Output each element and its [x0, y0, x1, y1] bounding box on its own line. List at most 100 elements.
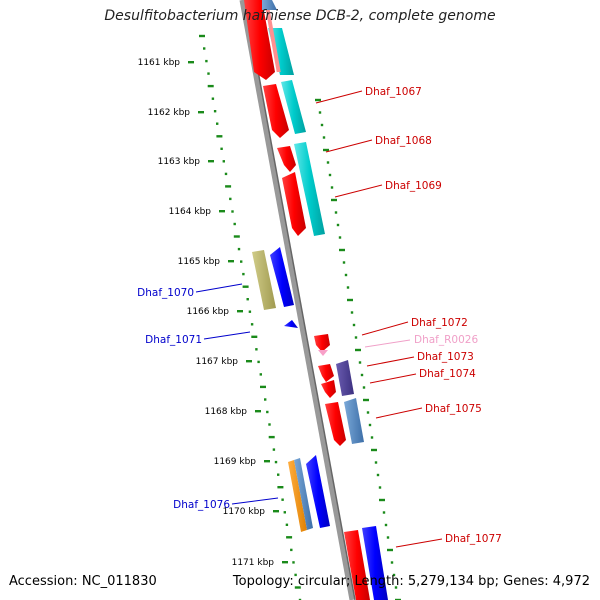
scale-dot — [251, 335, 258, 338]
scale-dot — [229, 197, 232, 201]
scale-dot — [213, 110, 217, 113]
scale-dot — [242, 272, 245, 276]
gene-label[interactable]: Dhaf_1077 — [445, 533, 502, 545]
scale-dot — [233, 235, 240, 238]
gene-feature[interactable] — [344, 398, 364, 444]
scale-dot — [339, 248, 345, 252]
scale-dot — [274, 460, 278, 464]
scale-dot — [390, 561, 394, 564]
scale-dot — [240, 260, 243, 263]
gene-label[interactable]: Dhaf_1067 — [365, 86, 422, 98]
gene-feature[interactable] — [362, 526, 388, 600]
gene-feature[interactable] — [325, 402, 346, 446]
scale-tick-label: 1163 kbp — [158, 157, 201, 167]
scale-dot — [387, 548, 393, 552]
scale-dot — [211, 97, 215, 100]
gene-feature[interactable] — [277, 146, 296, 172]
scale-dot — [355, 348, 361, 352]
gene-label[interactable]: Dhaf_1068 — [375, 135, 432, 147]
gene-feature[interactable] — [265, 10, 281, 72]
scale-dot — [323, 148, 329, 152]
gene-leader-line — [231, 497, 279, 505]
scale-dot — [338, 236, 342, 239]
scale-dot — [199, 34, 205, 38]
gene-feature[interactable] — [282, 172, 306, 236]
scale-dot — [260, 385, 266, 389]
scale-dot — [360, 373, 364, 377]
gene-leader-line — [375, 407, 423, 419]
gene-feature[interactable] — [244, 0, 275, 80]
scale-dot — [384, 523, 388, 527]
scale-tick-mark — [264, 460, 270, 463]
scale-dot — [371, 448, 377, 452]
gene-feature[interactable] — [294, 142, 325, 236]
scale-tick-label: 1165 kbp — [178, 257, 221, 267]
scale-dot — [379, 498, 385, 502]
gene-leader-line — [203, 331, 251, 340]
gene-feature[interactable] — [294, 458, 313, 530]
scale-dot — [326, 161, 330, 164]
scale-dot — [292, 561, 295, 564]
gene-label[interactable]: Dhaf_R0026 — [414, 334, 478, 346]
scale-dot — [203, 47, 206, 50]
scale-dot — [382, 511, 386, 514]
scale-dot — [350, 311, 354, 314]
scale-dot — [231, 210, 234, 213]
scale-tick-mark — [198, 111, 204, 114]
gene-label[interactable]: Dhaf_1073 — [417, 351, 474, 363]
gene-feature[interactable] — [318, 350, 328, 356]
scale-dot — [362, 386, 366, 389]
scale-dot — [363, 398, 369, 402]
scale-dot — [315, 98, 321, 102]
gene-leader-line — [325, 139, 373, 153]
gene-feature[interactable] — [318, 364, 334, 382]
scale-dot — [277, 473, 280, 476]
gene-label[interactable]: Dhaf_1070 — [137, 287, 194, 299]
gene-feature[interactable] — [284, 320, 298, 328]
scale-dot — [272, 448, 276, 451]
scale-dot — [354, 336, 358, 339]
gene-leader-line — [369, 373, 417, 384]
scale-tick-mark — [255, 410, 261, 413]
scale-dot — [250, 323, 254, 326]
gene-label[interactable]: Dhaf_1071 — [145, 334, 202, 346]
scale-dot — [264, 398, 267, 401]
scale-dot — [277, 486, 284, 489]
scale-dot — [237, 247, 241, 251]
gene-feature[interactable] — [344, 530, 370, 600]
gene-feature[interactable] — [252, 250, 276, 310]
scale-dot — [216, 122, 219, 125]
gene-leader-line — [315, 90, 363, 104]
gene-feature[interactable] — [281, 80, 306, 134]
gene-label[interactable]: Dhaf_1074 — [419, 368, 476, 380]
scale-tick-label: 1168 kbp — [205, 407, 248, 417]
gene-feature[interactable] — [288, 460, 307, 532]
gene-feature[interactable] — [306, 455, 330, 528]
scale-dot — [376, 473, 380, 477]
scale-tick-label: 1169 kbp — [214, 457, 257, 467]
scale-dot — [347, 298, 353, 302]
genome-summary: Topology: circular; Length: 5,279,134 bp… — [232, 574, 590, 589]
scale-dot — [358, 361, 362, 364]
gene-label[interactable]: Dhaf_1075 — [425, 403, 482, 415]
gene-label[interactable]: Dhaf_1072 — [411, 317, 468, 329]
scale-dot — [342, 261, 346, 264]
gene-feature[interactable] — [336, 360, 354, 396]
gene-feature[interactable] — [270, 247, 294, 307]
gene-feature[interactable] — [314, 334, 330, 352]
gene-feature[interactable] — [263, 84, 289, 138]
scale-tick-label: 1171 kbp — [232, 558, 275, 568]
scale-tick-mark — [246, 360, 252, 363]
gene-label[interactable]: Dhaf_1076 — [173, 499, 230, 511]
genome-backbone-shadow — [244, 0, 356, 600]
scale-dot — [346, 286, 350, 289]
gene-feature[interactable] — [262, 0, 277, 10]
scale-dot — [268, 423, 271, 426]
scale-dot — [283, 511, 286, 514]
gene-feature[interactable] — [321, 380, 336, 398]
scale-tick-label: 1166 kbp — [187, 307, 230, 317]
scale-dot — [246, 298, 249, 301]
gene-label[interactable]: Dhaf_1069 — [385, 180, 442, 192]
page-title: Desulfitobacterium hafniense DCB-2, comp… — [104, 8, 496, 24]
